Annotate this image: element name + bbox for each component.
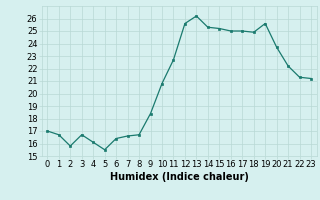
- X-axis label: Humidex (Indice chaleur): Humidex (Indice chaleur): [110, 172, 249, 182]
